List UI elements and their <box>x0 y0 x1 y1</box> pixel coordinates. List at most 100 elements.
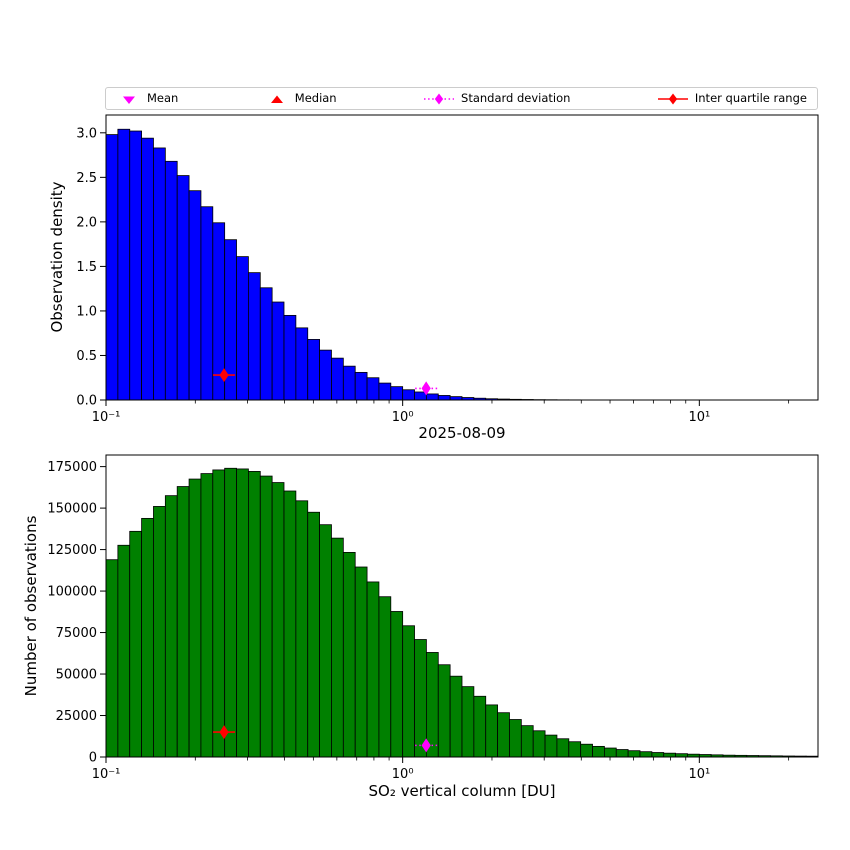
mean-triangle-down-icon <box>123 96 135 104</box>
histogram-bar <box>283 314 297 401</box>
inter-quartile-range-marker <box>219 725 229 740</box>
inter-quartile-range-diamond-icon <box>657 93 688 104</box>
x-tick-label: 10¹ <box>688 410 710 425</box>
histogram-bar <box>153 506 166 758</box>
histogram-bar <box>188 190 202 401</box>
histogram-bar <box>105 559 119 758</box>
histogram-bar <box>497 712 510 758</box>
y-tick-label: 25000 <box>56 709 97 724</box>
y-tick-label: 2.5 <box>76 171 97 186</box>
histogram-bar <box>319 349 332 401</box>
histogram-bar <box>295 500 309 758</box>
histogram-bar <box>520 725 534 758</box>
legend-item-standard-deviation: Standard deviation <box>422 92 570 106</box>
histogram-bar <box>200 473 214 758</box>
histogram-bar <box>224 467 237 758</box>
histogram-bar <box>437 395 451 401</box>
top-x-axis-label-date: 2025-08-09 <box>418 424 506 442</box>
histogram-bar <box>271 301 285 401</box>
y-tick-label: 50000 <box>56 668 97 683</box>
histogram-bar <box>307 339 321 401</box>
legend-item-median: Median <box>264 92 337 106</box>
legend-label-mean: Mean <box>147 90 179 105</box>
histogram-bar <box>342 365 356 401</box>
histogram-bar <box>651 752 665 758</box>
x-tick-label: 10⁰ <box>392 410 414 425</box>
legend-item-mean: Mean <box>116 92 178 106</box>
histogram-bar <box>354 371 368 401</box>
histogram-bar <box>556 738 570 758</box>
histogram-bar <box>188 478 202 758</box>
histogram-bar <box>117 544 131 758</box>
histogram-bar <box>473 695 487 758</box>
axes-spines <box>105 114 819 401</box>
x-tick-label: 10⁰ <box>392 767 414 782</box>
histogram-bar <box>141 137 154 401</box>
legend: Mean Median Standard deviation Inter qua… <box>105 87 818 110</box>
histogram-bar <box>117 128 131 401</box>
histogram-bar <box>307 511 321 758</box>
y-tick-label: 125000 <box>47 543 97 558</box>
histogram-bar <box>331 537 344 758</box>
axes-spines <box>105 454 819 758</box>
histogram-bar <box>164 160 178 401</box>
y-tick-label: 150000 <box>47 502 97 517</box>
standard-deviation-marker <box>421 381 431 396</box>
histogram-bar <box>366 581 380 758</box>
histogram-bar <box>509 719 522 758</box>
bottom-y-axis-label: Number of observations <box>22 515 40 697</box>
number-of-observations-plot: 10⁻¹ 10⁰ 10¹ 0 25000 50000 75000 100000 125000 15… <box>47 454 819 782</box>
histogram-bar <box>259 475 273 758</box>
histogram-bar <box>414 391 427 401</box>
histogram-bar <box>164 495 178 758</box>
inter-quartile-range-marker <box>219 368 229 383</box>
histogram-bar <box>449 675 463 758</box>
y-tick-label: 1.5 <box>76 260 97 275</box>
legend-item-inter-quartile-range: Inter quartile range <box>656 92 807 106</box>
histogram-bar <box>354 566 368 758</box>
y-tick-label: 0 <box>89 751 97 766</box>
histogram-bar <box>461 686 475 758</box>
legend-label-standard-deviation: Standard deviation <box>461 90 571 105</box>
histogram-bar <box>425 393 439 401</box>
histogram-bar <box>580 743 593 758</box>
top-y-axis-label: Observation density <box>48 181 66 333</box>
histogram-bar <box>283 490 297 758</box>
legend-label-inter-quartile-range: Inter quartile range <box>694 90 807 105</box>
observation-density-plot: 10⁻¹ 10⁰ 10¹ 0.0 0.5 1.0 1.5 2.0 2.5 3.0 <box>76 114 819 425</box>
bottom-x-axis-label: SO₂ vertical column [DU] <box>368 782 556 800</box>
y-tick-label: 175000 <box>47 460 97 475</box>
histogram-bar <box>200 206 214 401</box>
legend-label-median: Median <box>294 90 337 105</box>
histogram-bar <box>390 611 404 758</box>
median-triangle-up-icon <box>270 95 283 103</box>
histogram-bar <box>532 730 546 758</box>
histogram-bar <box>331 357 344 401</box>
standard-deviation-marker <box>421 738 431 753</box>
histogram-bar <box>592 745 605 758</box>
histogram-bar <box>236 256 249 401</box>
histogram-bar <box>544 734 558 758</box>
histogram-bar <box>414 639 427 758</box>
histogram-bar <box>176 175 190 401</box>
histogram-bar <box>639 751 653 758</box>
histogram-bar <box>425 652 439 758</box>
histogram-bar <box>212 469 226 758</box>
histogram-bar <box>449 396 463 401</box>
histogram-bar <box>236 468 249 758</box>
y-tick-label: 75000 <box>56 626 97 641</box>
y-tick-label: 3.0 <box>76 126 97 141</box>
histogram-bar <box>568 741 582 758</box>
histogram-bar <box>342 552 356 758</box>
histogram-bar <box>319 524 332 758</box>
histogram-bar <box>176 486 190 758</box>
y-tick-label: 1.0 <box>76 304 97 319</box>
histogram-bar <box>604 747 617 758</box>
histogram-bar <box>295 327 309 401</box>
histogram-bar <box>247 471 261 758</box>
histogram-bar <box>366 377 380 401</box>
histogram-bar <box>129 530 142 758</box>
histogram-bar <box>663 752 676 758</box>
histogram-bar <box>390 386 404 401</box>
